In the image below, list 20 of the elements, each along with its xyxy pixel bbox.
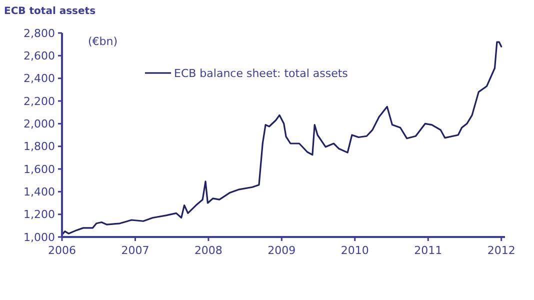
y-tick-label: 2,800 [24,26,55,40]
x-tick-label: 2006 [48,244,76,257]
x-tick-label: 2010 [340,244,369,257]
y-tick-label: 1,000 [24,230,55,244]
y-tick-label: 2,600 [24,50,55,63]
y-tick-label: 1,800 [24,140,55,154]
y-tick-label: 1,600 [24,162,55,176]
x-tick-label: 2008 [194,244,222,257]
legend-label: ECB balance sheet: total assets [174,66,348,80]
y-tick-label: 2,400 [24,72,55,86]
x-tick-label: 2012 [487,244,516,257]
x-tick-label: 2009 [268,244,296,257]
x-tick-label: 2007 [121,244,150,257]
annotation: (€bn) [88,35,118,48]
x-tick-label: 2011 [414,244,442,257]
y-tick-label: 2,200 [24,94,55,108]
y-tick-label: 2,000 [24,118,55,131]
y-tick-label: 1,200 [24,208,55,222]
chart-title: ECB total assets [4,6,96,17]
y-tick-label: 1,400 [24,186,55,199]
